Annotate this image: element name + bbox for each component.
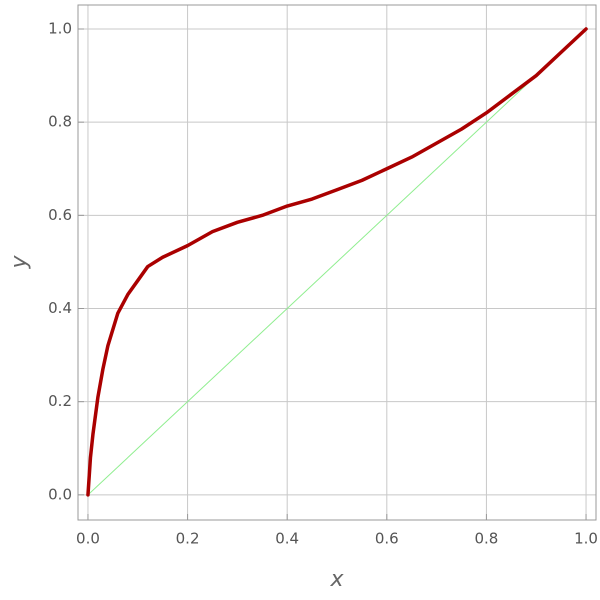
x-axis-title: x [329, 567, 344, 592]
data-line [87, 28, 587, 496]
x-tick-label: 0.2 [176, 530, 200, 548]
y-tick-label: 0.2 [48, 392, 72, 410]
y-tick-label: 0.0 [48, 485, 72, 503]
x-tick-label: 1.0 [574, 530, 598, 548]
plot-frame [77, 4, 597, 521]
x-tick-label: 0.8 [474, 530, 498, 548]
y-tick-label: 0.8 [48, 113, 72, 131]
x-tick-label: 0.6 [375, 530, 399, 548]
x-tick-label: 0.4 [275, 530, 299, 548]
x-tick-label: 0.0 [76, 530, 100, 548]
y-tick-label: 1.0 [48, 19, 72, 37]
data-line [86, 27, 588, 497]
y-axis-title: y [7, 255, 32, 270]
y-tick-label: 0.4 [48, 299, 72, 317]
y-tick-label: 0.6 [48, 206, 72, 224]
